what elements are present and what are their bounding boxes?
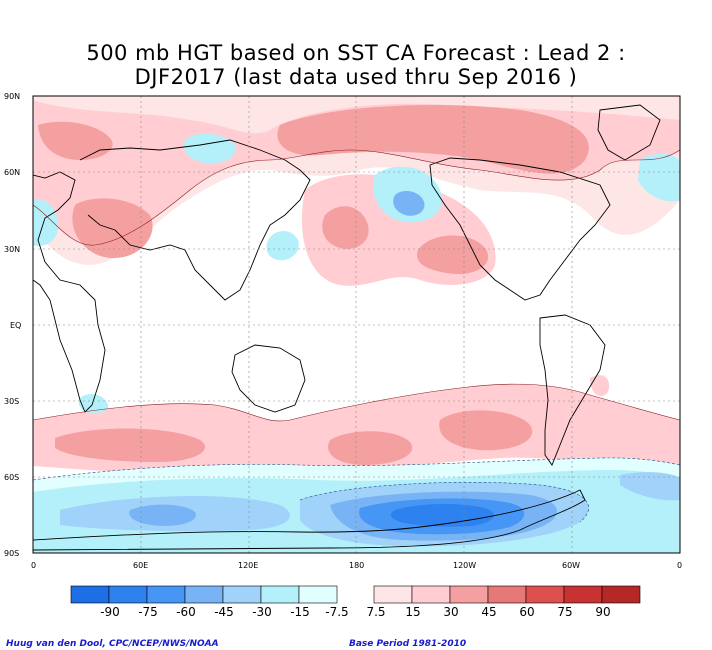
colorbar-label: 60 [519,605,534,619]
coastline-north-america [429,157,611,301]
anomaly-arctic-canada-positive [277,105,589,174]
lon-label: 60W [562,561,580,570]
credit-base-period: Base Period 1981-2010 [349,639,467,649]
colorbar: -90 -75 -60 -45 -30 -15 -7.5 7.5 15 30 4… [70,585,641,619]
colorbar-segment [146,585,186,604]
coastline-south-america [539,314,606,466]
lon-label: 0 [31,561,36,570]
colorbar-segment [449,585,489,604]
map-title-line1: 500 mb HGT based on SST CA Forecast : Le… [86,41,626,65]
colorbar-label: -75 [138,605,158,619]
anomaly-atlantic-negative [638,153,680,202]
colorbar-negative-segments [70,585,338,604]
anomaly-south-pacific-positive-west [328,431,413,465]
graticule [33,96,680,553]
colorbar-segment [525,585,565,604]
colorbar-labels: -90 -75 -60 -45 -30 -15 -7.5 7.5 15 30 4… [100,605,610,619]
lat-label: 60N [4,168,20,177]
colorbar-segment [411,585,451,604]
negative-contours [33,457,680,523]
colorbar-segment [298,585,338,604]
map-frame [32,95,681,554]
coastline-antarctica [33,489,586,551]
colorbar-label: 7.5 [366,605,385,619]
lon-label: 0 [677,561,682,570]
colorbar-segment [260,585,300,604]
colorbar-label: 45 [481,605,496,619]
anomaly-contours [33,149,680,422]
coastline-australia [231,344,306,413]
lat-label: EQ [10,321,21,330]
anomaly-europe-positive [38,121,113,160]
colorbar-segment [108,585,148,604]
colorbar-label: -7.5 [325,605,348,619]
anomaly-indian-ocean-negative-core [129,504,196,526]
colorbar-segment [373,585,413,604]
anomaly-pacific-center-positive [322,206,369,249]
lon-label: 120W [453,561,476,570]
anomaly-shading [33,96,680,553]
anomaly-central-asia-positive [72,198,153,259]
anomaly-alaska-negative-core [393,190,425,216]
colorbar-segment [70,585,110,604]
colorbar-segment [184,585,224,604]
lat-label: 30N [4,245,20,254]
anomaly-south-africa-negative [78,394,109,414]
anomaly-south-america-positive [590,375,610,396]
colorbar-positive-segments [373,585,641,604]
colorbar-label: -15 [290,605,310,619]
colorbar-segment [601,585,641,604]
colorbar-label: -90 [100,605,120,619]
lon-label: 180 [349,561,364,570]
colorbar-label: 30 [443,605,458,619]
anomaly-south-indian-positive [55,428,206,462]
anomaly-europe-negative [33,199,59,247]
lat-label: 90N [4,92,20,101]
colorbar-segment [222,585,262,604]
credit-author: Huug van den Dool, CPC/NCEP/NWS/NOAA [6,639,219,649]
lon-label: 120E [238,561,258,570]
contour-antarctic-negative [33,457,680,481]
lat-label: 60S [4,473,19,482]
anomaly-south-pacific-positive-east [439,410,533,451]
colorbar-label: -45 [214,605,234,619]
coastline-greenland [597,104,661,161]
lat-tick-labels: 90N 60N 30N EQ 30S 60S 90S [4,92,21,558]
lat-label: 30S [4,397,19,406]
anomaly-amundsen-negative-core [390,504,494,527]
colorbar-segment [563,585,603,604]
contour-north-positive [33,149,680,246]
map-title-line2: DJF2017 (last data used thru Sep 2016 ) [134,65,578,89]
lon-label: 60E [133,561,148,570]
colorbar-label: 15 [405,605,420,619]
lat-label: 90S [4,549,19,558]
colorbar-label: -30 [252,605,272,619]
anomaly-west-pacific-negative [266,231,299,261]
coastline-africa-europe [33,171,106,413]
colorbar-label: 90 [595,605,610,619]
colorbar-segment [487,585,527,604]
colorbar-label: -60 [176,605,196,619]
colorbar-label: 75 [557,605,572,619]
contour-south-positive [33,383,680,422]
lon-tick-labels: 0 60E 120E 180 120W 60W 0 [31,561,682,570]
anomaly-weddell-negative [620,472,680,501]
